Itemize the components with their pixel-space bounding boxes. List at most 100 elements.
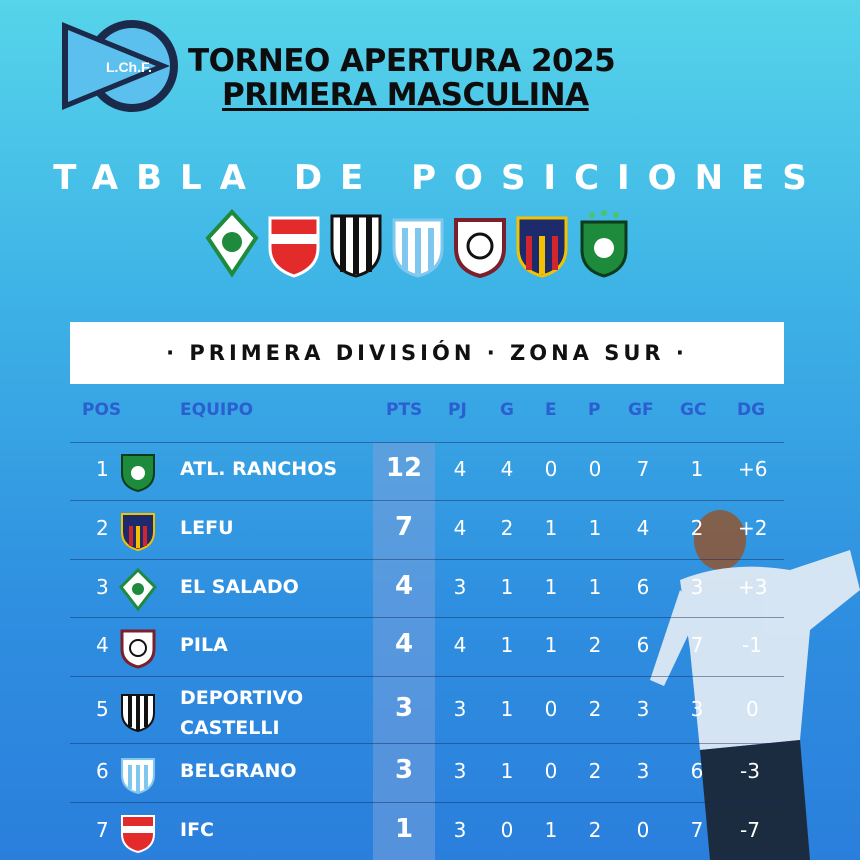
row-pj: 4 — [453, 516, 467, 540]
row-pos: 1 — [96, 457, 109, 481]
player-photo — [650, 510, 860, 860]
row-pj: 3 — [453, 575, 467, 599]
row-g: 4 — [500, 457, 514, 481]
lefu-crest — [516, 216, 568, 278]
belgrano-crest — [392, 218, 444, 278]
row-pos: 6 — [96, 759, 109, 783]
header-pts: PTS — [386, 400, 423, 420]
header-pj: PJ — [448, 400, 467, 420]
row-p: 2 — [588, 697, 602, 721]
el-salado-crest — [205, 209, 259, 278]
row-pj: 3 — [453, 818, 467, 842]
row-gf: 7 — [636, 457, 650, 481]
table-header: POS EQUIPO PTS PJ G E P GF GC DG — [0, 400, 860, 426]
row-team-line-2: CASTELLI — [180, 717, 280, 739]
header-gf: GF — [628, 400, 654, 420]
row-pj: 4 — [453, 633, 467, 657]
row-team-line-1: DEPORTIVO — [180, 687, 304, 709]
row-e: 0 — [544, 759, 558, 783]
row-dg: +3 — [738, 575, 768, 599]
row-g: 1 — [500, 697, 514, 721]
row-pts: 4 — [394, 571, 414, 601]
row-dg: -1 — [742, 633, 762, 657]
row-pts: 7 — [394, 512, 414, 542]
row-divider — [70, 442, 784, 443]
deportivo-castelli-crest — [330, 214, 382, 278]
row-g: 1 — [500, 633, 514, 657]
row-divider — [70, 802, 784, 803]
tournament-title: TORNEO APERTURA 2025 PRIMERA MASCULINA — [188, 43, 616, 113]
row-dg: +2 — [738, 516, 768, 540]
row-pj: 4 — [453, 457, 467, 481]
row-dg: -3 — [740, 759, 760, 783]
row-divider — [70, 617, 784, 618]
header-pos: POS — [82, 400, 122, 420]
row-team: PILA — [180, 634, 228, 656]
row-e: 0 — [544, 457, 558, 481]
row-divider — [70, 559, 784, 560]
row-e: 1 — [544, 575, 558, 599]
row-pj: 3 — [453, 697, 467, 721]
lefu-icon — [121, 513, 155, 552]
row-pts: 12 — [385, 453, 423, 483]
header-equipo: EQUIPO — [180, 400, 254, 420]
ifc-crest — [268, 216, 320, 278]
atl-ranchos-icon — [121, 454, 155, 493]
row-p: 2 — [588, 633, 602, 657]
row-gf: 3 — [636, 697, 650, 721]
row-gc: 2 — [690, 516, 704, 540]
header-g: G — [500, 400, 514, 420]
title-line-2: PRIMERA MASCULINA — [222, 77, 589, 113]
row-pts: 4 — [394, 629, 414, 659]
row-g: 1 — [500, 575, 514, 599]
standings-heading: TABLA DE POSICIONES — [53, 158, 825, 198]
row-team: BELGRANO — [180, 760, 297, 782]
row-pos: 7 — [96, 818, 109, 842]
row-team: LEFU — [180, 517, 234, 539]
row-gf: 0 — [636, 818, 650, 842]
row-pj: 3 — [453, 759, 467, 783]
pila-crest — [454, 218, 506, 279]
el-salado-icon — [119, 567, 157, 611]
header-dg: DG — [737, 400, 766, 420]
row-team: EL SALADO — [180, 576, 299, 598]
ifc-icon — [121, 815, 155, 854]
row-p: 1 — [588, 575, 602, 599]
belgrano-icon — [121, 758, 155, 795]
row-gf: 6 — [636, 633, 650, 657]
row-pts: 1 — [394, 814, 414, 844]
title-line-1: TORNEO APERTURA 2025 — [188, 43, 616, 79]
row-gc: 3 — [690, 697, 704, 721]
row-pos: 2 — [96, 516, 109, 540]
row-p: 0 — [588, 457, 602, 481]
row-pts: 3 — [394, 755, 414, 785]
row-dg: +6 — [738, 457, 768, 481]
row-pos: 5 — [96, 697, 109, 721]
row-g: 1 — [500, 759, 514, 783]
row-divider — [70, 676, 784, 677]
row-pos: 3 — [96, 575, 109, 599]
deportivo-castelli-icon — [121, 694, 155, 733]
row-team: ATL. RANCHOS — [180, 458, 338, 480]
row-gc: 7 — [690, 818, 704, 842]
points-column-highlight — [373, 443, 435, 860]
row-e: 1 — [544, 818, 558, 842]
row-gf: 3 — [636, 759, 650, 783]
row-gc: 6 — [690, 759, 704, 783]
row-divider — [70, 743, 784, 744]
row-g: 0 — [500, 818, 514, 842]
row-pts: 3 — [394, 693, 414, 723]
division-banner: · PRIMERA DIVISIÓN · ZONA SUR · — [70, 322, 784, 384]
row-p: 1 — [588, 516, 602, 540]
row-gf: 4 — [636, 516, 650, 540]
row-e: 1 — [544, 516, 558, 540]
row-team: DEPORTIVO CASTELLI — [180, 683, 303, 743]
row-gc: 3 — [690, 575, 704, 599]
row-p: 2 — [588, 759, 602, 783]
row-gf: 6 — [636, 575, 650, 599]
row-gc: 1 — [690, 457, 704, 481]
pila-icon — [120, 629, 156, 669]
row-e: 1 — [544, 633, 558, 657]
row-p: 2 — [588, 818, 602, 842]
row-team: IFC — [180, 819, 214, 841]
